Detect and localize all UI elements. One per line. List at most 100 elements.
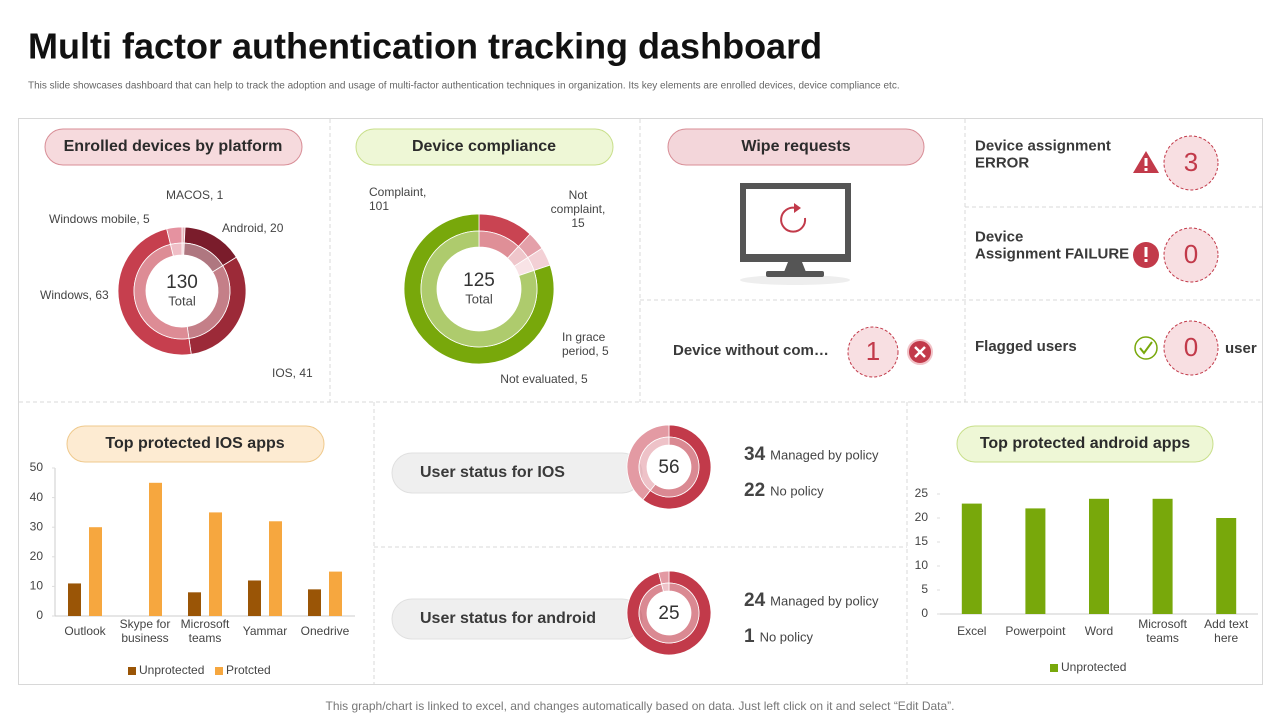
y-tick-label: 25 — [915, 486, 929, 500]
panel-title: Wipe requests — [741, 138, 850, 155]
warning-icon — [1144, 158, 1148, 166]
chart-title: Enrolled devices by platform — [64, 138, 283, 155]
text-line: 101 — [369, 199, 389, 213]
center-value: 130 — [166, 272, 198, 293]
y-tick-label: 30 — [30, 519, 44, 533]
x-tick-label: Yammar — [243, 624, 287, 638]
bar — [89, 527, 102, 616]
kpi-circle — [1163, 227, 1219, 283]
y-tick-label: 20 — [30, 549, 44, 563]
page-title: Multi factor authentication tracking das… — [28, 26, 822, 67]
legend-value: 24 — [744, 590, 766, 611]
refresh-icon — [794, 203, 801, 213]
chart-title: Device compliance — [412, 138, 556, 155]
chart-title: User status for android — [420, 610, 596, 627]
donut-hole — [437, 247, 521, 331]
legend-label: No policy — [760, 629, 814, 644]
bar — [308, 589, 321, 616]
kpi-label: Device assignment ERROR — [975, 137, 1111, 171]
center-value: 56 — [658, 457, 679, 478]
legend-label: Protcted — [226, 663, 271, 677]
data-label: Android, 20 — [222, 221, 284, 235]
pill — [355, 128, 614, 166]
x-tick-label: Skype for business — [120, 617, 171, 645]
chart-title: User status for IOS — [420, 464, 565, 481]
donut-hole — [647, 445, 691, 489]
legend-value: 22 — [744, 480, 765, 501]
legend-label: Unprotected — [1061, 660, 1126, 674]
monitor-stand — [784, 262, 806, 272]
y-tick-label: 40 — [30, 490, 44, 504]
chart-title: Top protected android apps — [980, 435, 1190, 452]
text-line: teams — [189, 631, 222, 645]
bar — [1089, 498, 1109, 614]
text-line: teams — [1146, 631, 1179, 645]
donut-hole — [647, 591, 691, 635]
legend-label: Unprotected — [139, 663, 204, 677]
legend-swatch — [215, 667, 223, 675]
check-icon — [1139, 341, 1153, 355]
text-line: business — [121, 631, 168, 645]
pill — [44, 128, 303, 166]
bar — [1025, 508, 1046, 614]
bar — [149, 482, 162, 616]
y-tick-label: 5 — [921, 582, 928, 596]
text-line: Not — [569, 188, 588, 202]
fail-icon — [914, 346, 926, 358]
y-tick-label: 0 — [921, 606, 928, 620]
text-line: Microsoft — [1138, 617, 1187, 631]
center-label: Total — [168, 293, 196, 308]
bar — [209, 512, 222, 616]
kpi-value: 0 — [1184, 332, 1198, 362]
warning-icon — [1144, 168, 1148, 171]
page-subtitle: This slide showcases dashboard that can … — [28, 81, 900, 92]
kpi-value: 1 — [866, 336, 880, 366]
bar — [269, 521, 282, 616]
x-tick-label: Excel — [957, 624, 986, 638]
text-line: Complaint, — [369, 185, 426, 199]
bar — [188, 592, 201, 616]
legend-label: Managed by policy — [770, 593, 879, 608]
footer-note: This graph/chart is linked to excel, and… — [326, 699, 955, 713]
x-tick-label: Powerpoint — [1005, 624, 1066, 638]
pill — [956, 425, 1214, 463]
y-tick-label: 15 — [915, 534, 929, 548]
kpi-circle — [1163, 320, 1219, 376]
x-tick-label: Microsoft teams — [1138, 617, 1187, 645]
data-label: Windows mobile, 5 — [49, 212, 150, 226]
y-tick-label: 50 — [30, 460, 44, 474]
data-label: Not evaluated, 5 — [500, 372, 588, 386]
frame — [18, 118, 1263, 685]
bar — [329, 571, 342, 616]
data-label: In grace period, 5 — [562, 330, 609, 358]
y-tick-label: 10 — [30, 579, 44, 593]
legend-label: Managed by policy — [770, 447, 879, 462]
monitor-screen — [746, 189, 845, 254]
data-label: Not complaint, 15 — [551, 188, 606, 230]
icon-shadow — [740, 275, 850, 285]
legend-value: 1 — [744, 626, 755, 647]
y-tick-label: 0 — [36, 608, 43, 622]
check-icon — [1134, 336, 1158, 360]
bar — [961, 503, 982, 614]
text-line: 15 — [571, 216, 585, 230]
kpi-unit: user — [1225, 340, 1257, 357]
bar — [68, 583, 81, 616]
kpi-value: 3 — [1184, 147, 1198, 177]
kpi-circle — [1163, 135, 1219, 191]
pill — [66, 425, 325, 463]
alert-icon — [1144, 247, 1148, 257]
bar — [1152, 498, 1173, 614]
y-tick-label: 20 — [915, 510, 929, 524]
text-line: In grace — [562, 330, 606, 344]
bar — [1216, 518, 1237, 614]
monitor-base — [766, 271, 824, 277]
text-line: period, 5 — [562, 344, 609, 358]
text-line: Add text — [1204, 617, 1249, 631]
text-line: Assignment FAILURE — [975, 246, 1129, 263]
data-label: Windows, 63 — [40, 288, 109, 302]
center-value: 25 — [658, 603, 679, 624]
data-label: IOS, 41 — [272, 366, 313, 380]
center-label: Total — [465, 291, 493, 306]
